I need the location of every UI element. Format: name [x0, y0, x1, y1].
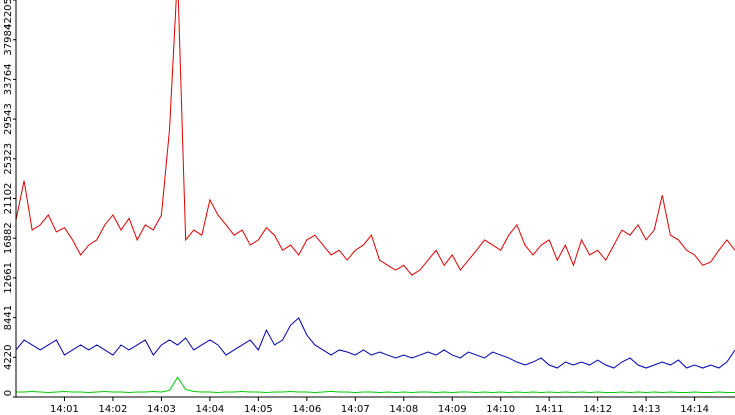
x-tick-label: 14:03 — [147, 404, 176, 415]
series-line — [16, 376, 735, 393]
x-tick-label: 14:02 — [99, 404, 128, 415]
y-tick-label: 42205 — [3, 0, 14, 30]
x-tick-label: 14:13 — [632, 404, 661, 415]
y-tick-label: 33764 — [3, 63, 14, 95]
y-tick-label: 25323 — [3, 143, 14, 175]
y-tick-label: 29543 — [3, 103, 14, 135]
y-tick-label: 21102 — [3, 183, 14, 215]
x-tick-label: 14:06 — [292, 404, 321, 415]
x-tick-label: 14:08 — [389, 404, 418, 415]
x-tick-label: 14:14 — [680, 404, 709, 415]
x-tick-label: 14:04 — [195, 404, 224, 415]
x-tick-label: 14:05 — [244, 404, 273, 415]
y-tick-label: 0 — [3, 390, 14, 396]
series-line — [16, 0, 735, 276]
x-tick-label: 14:10 — [486, 404, 515, 415]
y-tick-label: 12661 — [3, 262, 14, 294]
series-line — [16, 317, 735, 369]
y-tick-label: 16882 — [3, 222, 14, 254]
x-tick-label: 14:01 — [50, 404, 79, 415]
x-tick-label: 14:07 — [341, 404, 370, 415]
y-tick-label: 4220 — [3, 345, 14, 370]
y-tick-label: 8441 — [3, 305, 14, 330]
x-tick-label: 14:09 — [438, 404, 467, 415]
x-tick-label: 14:12 — [583, 404, 612, 415]
y-tick-label: 37984 — [3, 24, 14, 56]
x-tick-label: 14:11 — [535, 404, 564, 415]
plot-area — [16, 0, 735, 393]
